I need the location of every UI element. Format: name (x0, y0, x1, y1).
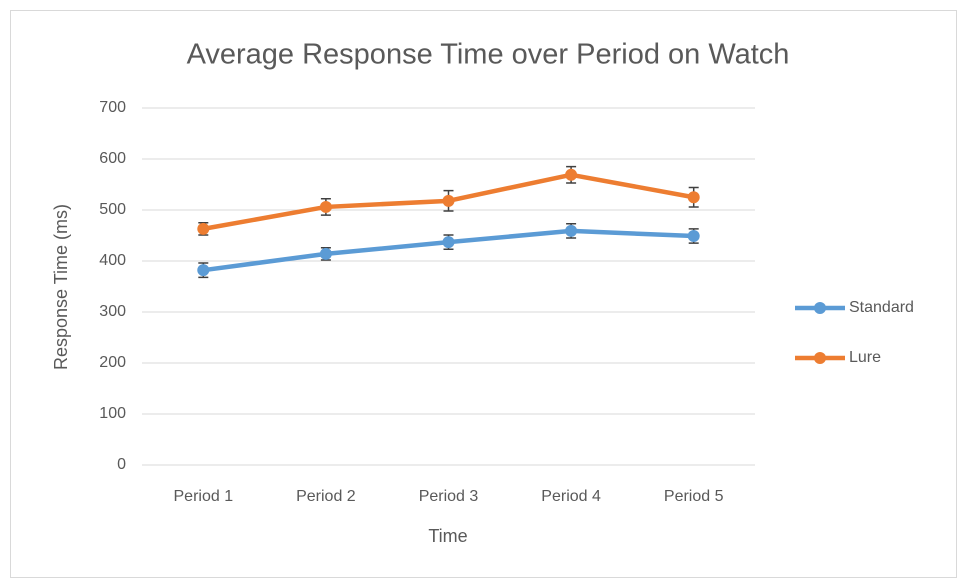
y-tick-label: 100 (99, 405, 126, 422)
chart-frame (10, 10, 957, 578)
x-tick-label: Period 5 (664, 488, 724, 505)
data-point (442, 236, 455, 249)
legend-label: Standard (849, 299, 914, 316)
y-tick-label: 300 (99, 303, 126, 320)
y-tick-label: 600 (99, 150, 126, 167)
x-tick-label: Period 4 (541, 488, 601, 505)
data-point (687, 230, 700, 243)
y-tick-label: 700 (99, 99, 126, 116)
y-tick-label: 0 (117, 456, 126, 473)
legend-label: Lure (849, 349, 881, 366)
data-point (442, 194, 455, 207)
x-tick-label: Period 3 (419, 488, 479, 505)
x-tick-label: Period 2 (296, 488, 356, 505)
data-point (197, 264, 210, 277)
legend-marker (814, 352, 826, 364)
x-tick-label: Period 1 (174, 488, 234, 505)
y-tick-label: 500 (99, 201, 126, 218)
data-point (319, 200, 332, 213)
data-point (565, 224, 578, 237)
y-axis-label: Response Time (ms) (51, 204, 71, 370)
y-tick-label: 200 (99, 354, 126, 371)
data-point (687, 191, 700, 204)
legend-marker (814, 302, 826, 314)
chart-title: Average Response Time over Period on Wat… (187, 39, 790, 71)
y-tick-label: 400 (99, 252, 126, 269)
data-point (565, 168, 578, 181)
x-axis-label: Time (428, 526, 467, 546)
data-point (319, 247, 332, 260)
data-point (197, 222, 210, 235)
